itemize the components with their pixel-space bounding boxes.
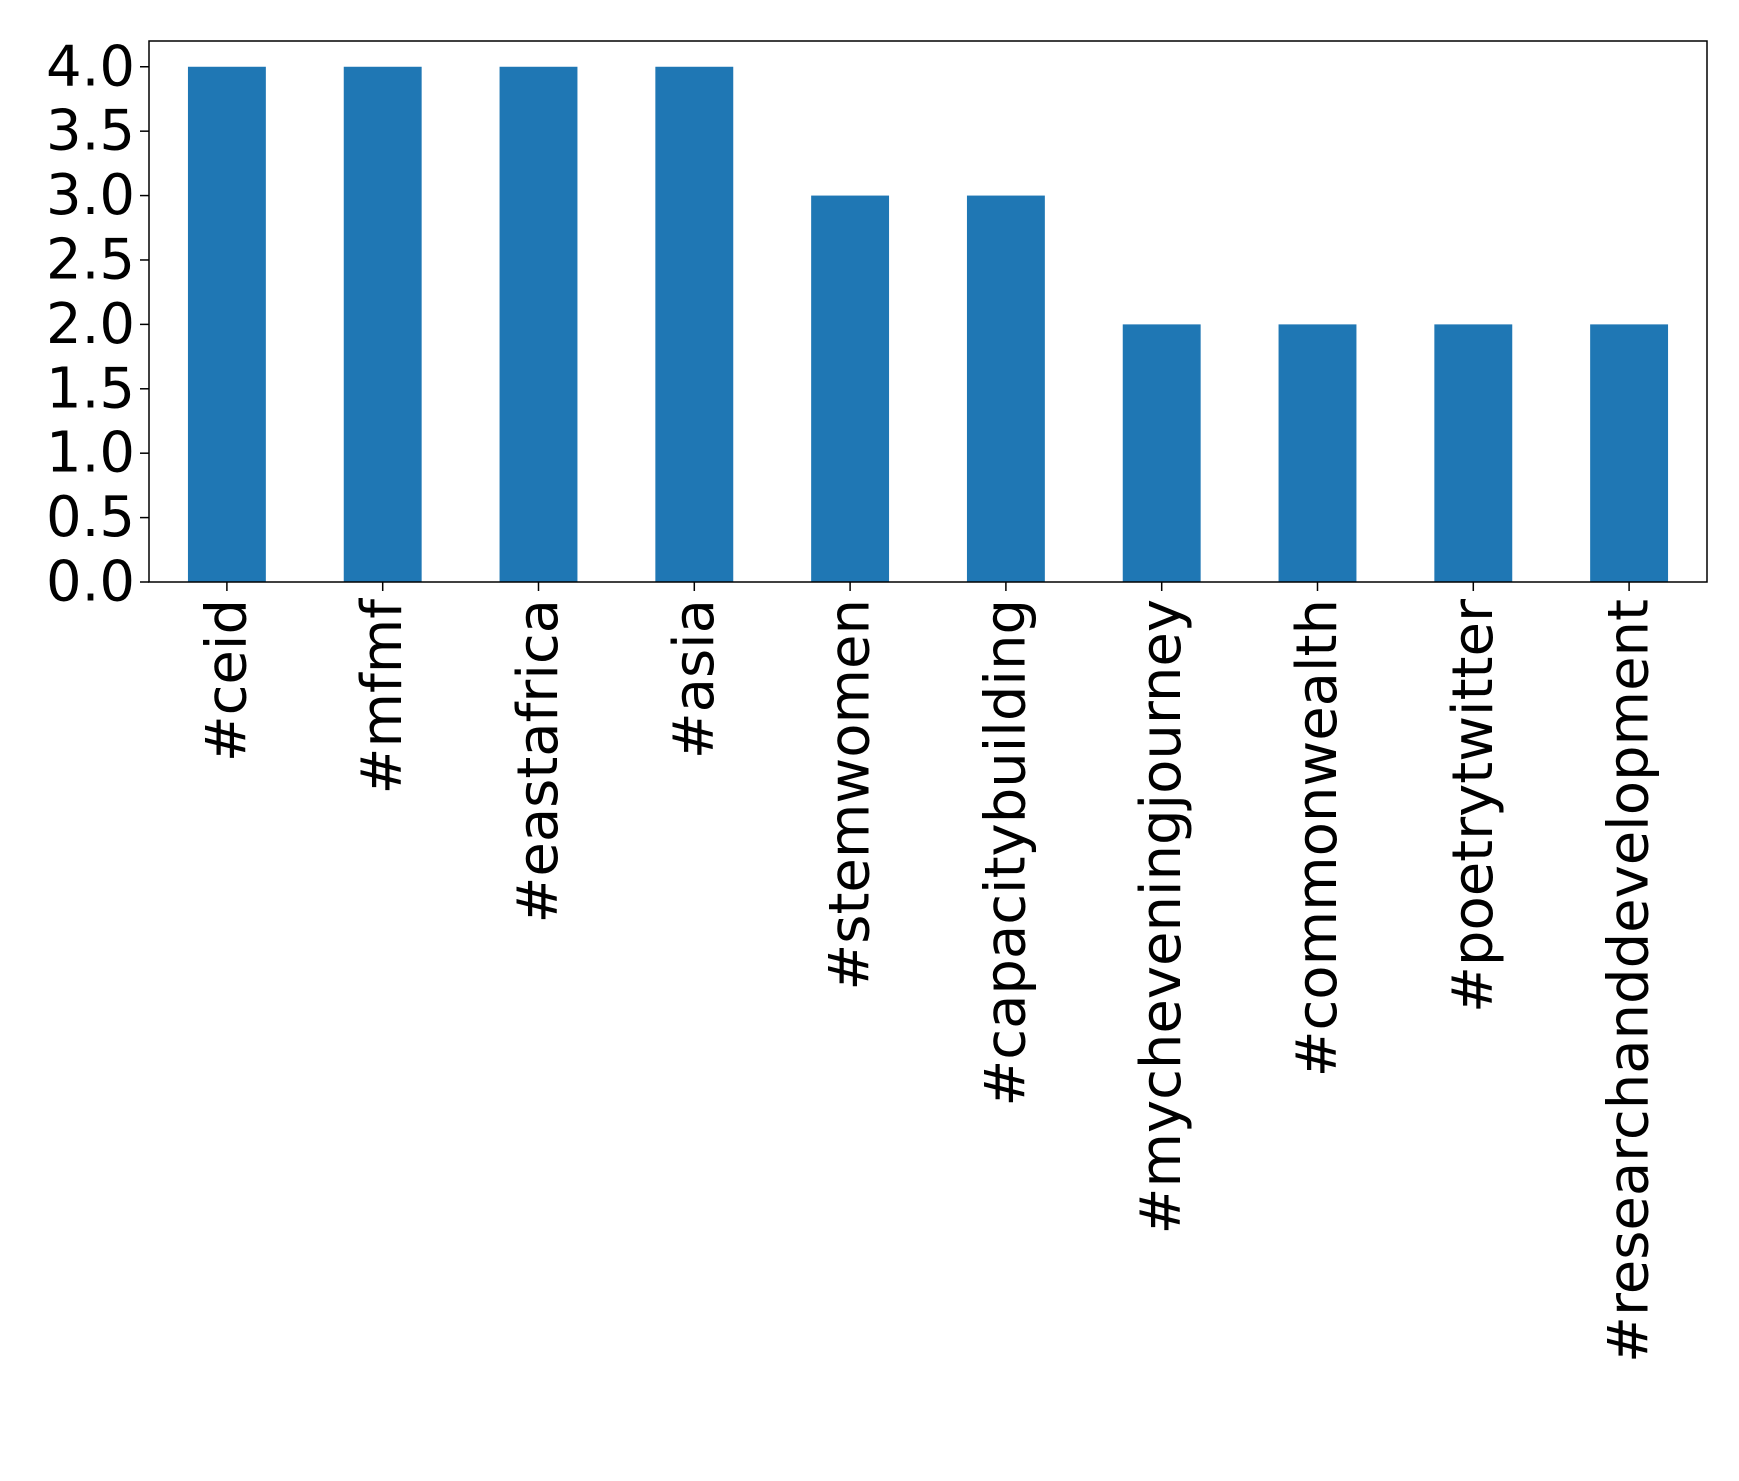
bars-layer — [187, 66, 1669, 583]
x-tick-label: #commonwealth — [1285, 599, 1350, 1077]
bar-eastafrica — [499, 66, 578, 582]
y-tick-label: 1.0 — [46, 421, 135, 486]
y-tick-label: 0.5 — [46, 485, 135, 550]
bar-mfmf — [343, 66, 422, 582]
x-tick-label: #ceid — [194, 599, 259, 762]
bar-commonwealth — [1278, 324, 1357, 582]
y-tick-label: 3.0 — [46, 163, 135, 228]
x-tick-label: #poetrytwitter — [1441, 598, 1506, 1013]
y-tick-label: 1.5 — [46, 356, 135, 421]
bar-asia — [655, 66, 734, 582]
y-tick-label: 2.0 — [46, 292, 135, 357]
x-tick-label: #asia — [662, 599, 727, 759]
x-tick-label: #researchanddevelopment — [1597, 599, 1662, 1363]
x-tick-label: #stemwomen — [818, 599, 883, 991]
x-tick-label: #eastafrica — [506, 599, 571, 924]
bar-capacitybuilding — [966, 195, 1045, 583]
x-tick-label: #capacitybuilding — [973, 599, 1038, 1107]
y-tick-label: 4.0 — [46, 34, 135, 99]
bar-ceid — [187, 66, 266, 582]
x-tick-label: #mfmf — [350, 598, 415, 795]
y-axis: 0.00.51.01.52.02.53.03.54.0 — [46, 34, 149, 615]
bar-poetrytwitter — [1434, 324, 1513, 582]
plot-frame — [148, 40, 1708, 583]
y-tick-label: 0.0 — [46, 550, 135, 615]
y-tick-label: 3.5 — [46, 99, 135, 164]
bar-stemwomen — [811, 195, 890, 583]
x-axis: #ceid #mfmf #eastafrica #asia #stemwomen #cap… — [194, 582, 1662, 1363]
bar-mycheveningjourney — [1122, 324, 1201, 582]
y-tick-label: 2.5 — [46, 227, 135, 292]
x-tick-label: #mycheveningjourney — [1129, 599, 1194, 1234]
bar-researchanddevelopment — [1590, 324, 1669, 582]
